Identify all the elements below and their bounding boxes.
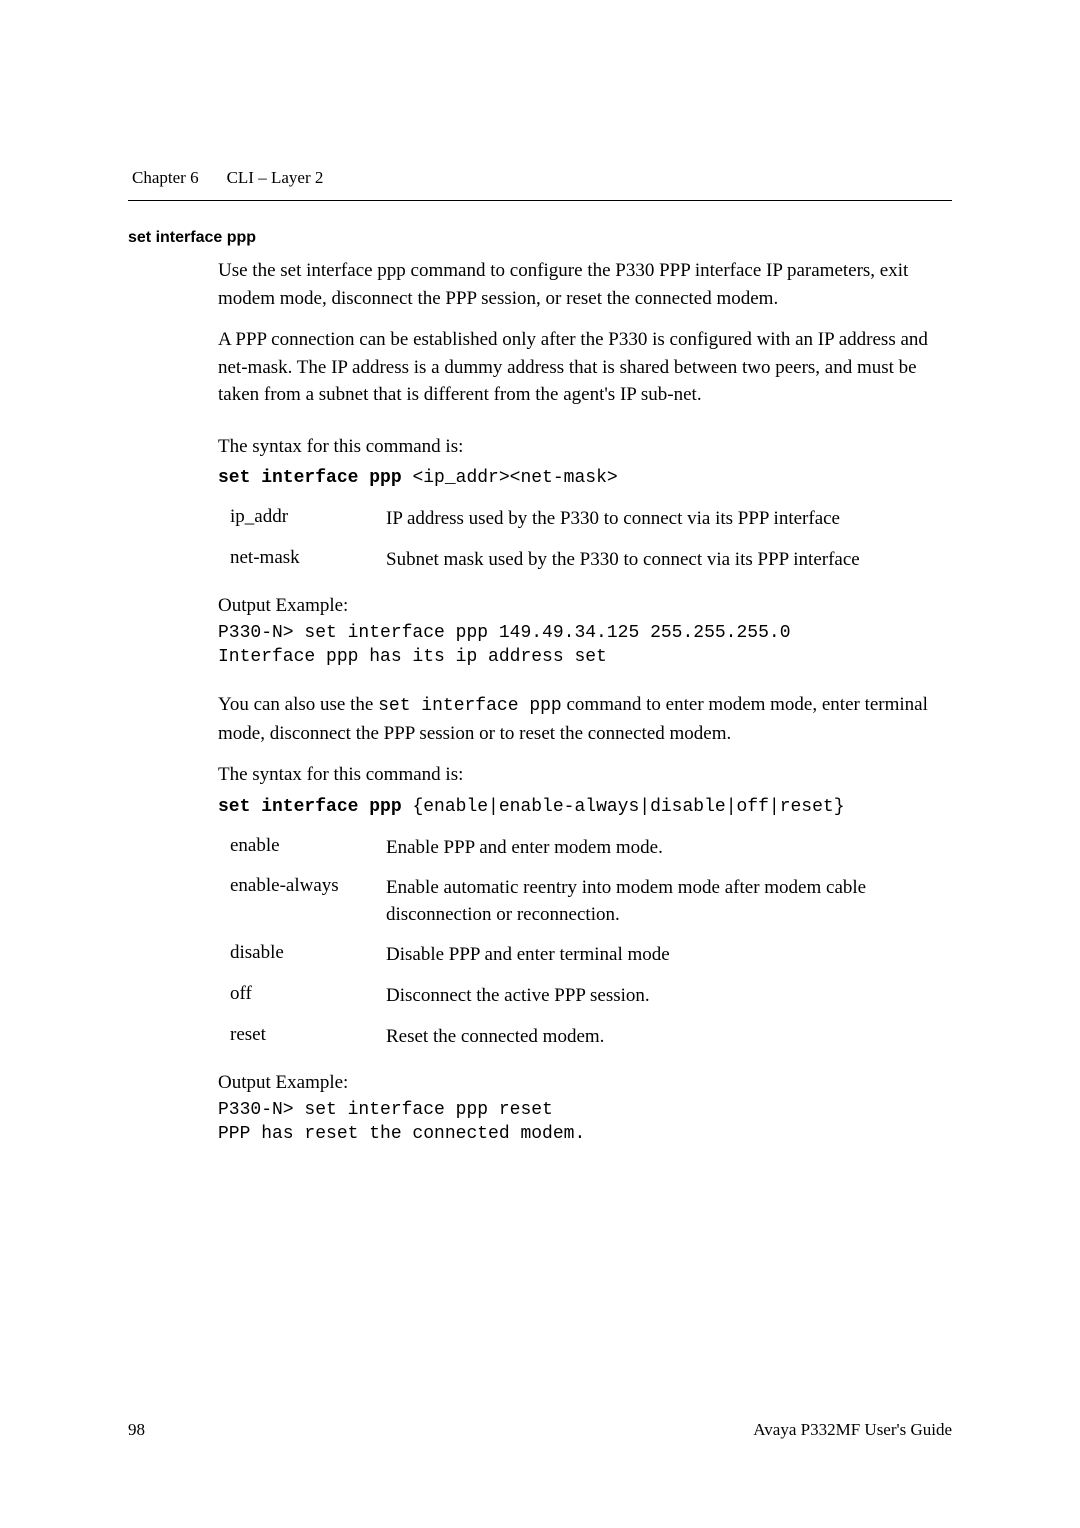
param-row: enable-always Enable automatic reentry i… (230, 875, 952, 928)
param-row: enable Enable PPP and enter modem mode. (230, 835, 952, 862)
chapter-title: CLI – Layer 2 (227, 168, 324, 187)
header-rule (128, 200, 952, 201)
param-name: off (230, 983, 386, 1010)
output-code-line: PPP has reset the connected modem. (218, 1124, 952, 1144)
param-desc: Disconnect the active PPP session. (386, 983, 650, 1010)
param-desc: Enable automatic reentry into modem mode… (386, 875, 952, 928)
param-table-1: ip_addr IP address used by the P330 to c… (230, 506, 952, 573)
chapter-number: Chapter 6 (132, 168, 199, 187)
param-row: net-mask Subnet mask used by the P330 to… (230, 547, 952, 574)
page-number: 98 (128, 1420, 145, 1440)
param-name: net-mask (230, 547, 386, 574)
chapter-header: Chapter 6 CLI – Layer 2 (128, 168, 952, 188)
param-table-2: enable Enable PPP and enter modem mode. … (230, 835, 952, 1051)
param-row: off Disconnect the active PPP session. (230, 983, 952, 1010)
syntax2-bold: set interface ppp (218, 797, 412, 817)
syntax-command: set interface ppp <ip_addr><net-mask> (218, 468, 952, 488)
param-row: disable Disable PPP and enter terminal m… (230, 942, 952, 969)
param-desc: Enable PPP and enter modem mode. (386, 835, 663, 862)
para3-code: set interface ppp (378, 696, 562, 716)
param-name: ip_addr (230, 506, 386, 533)
syntax2-args: {enable|enable-always|disable|off|reset} (412, 797, 844, 817)
para3-pre: You can also use the (218, 694, 378, 715)
syntax-command-2: set interface ppp {enable|enable-always|… (218, 797, 952, 817)
output-code-line: Interface ppp has its ip address set (218, 647, 952, 667)
footer: 98 Avaya P332MF User's Guide (128, 1420, 952, 1440)
param-name: enable-always (230, 875, 386, 928)
param-name: reset (230, 1024, 386, 1051)
param-desc: IP address used by the P330 to connect v… (386, 506, 840, 533)
modem-paragraph: You can also use the set interface ppp c… (218, 691, 952, 747)
param-desc: Reset the connected modem. (386, 1024, 604, 1051)
section-title: set interface ppp (128, 229, 952, 247)
output-code-line: P330-N> set interface ppp reset (218, 1100, 952, 1120)
syntax-args: <ip_addr><net-mask> (412, 468, 617, 488)
syntax-intro-2: The syntax for this command is: (218, 761, 952, 789)
param-name: disable (230, 942, 386, 969)
output-example-label: Output Example: (218, 595, 952, 617)
doc-title: Avaya P332MF User's Guide (753, 1420, 952, 1440)
param-name: enable (230, 835, 386, 862)
intro-paragraph-1: Use the set interface ppp command to con… (218, 257, 952, 312)
param-row: ip_addr IP address used by the P330 to c… (230, 506, 952, 533)
param-desc: Subnet mask used by the P330 to connect … (386, 547, 860, 574)
param-desc: Disable PPP and enter terminal mode (386, 942, 670, 969)
intro-paragraph-2: A PPP connection can be established only… (218, 326, 952, 409)
syntax-intro: The syntax for this command is: (218, 433, 952, 461)
output-code-line: P330-N> set interface ppp 149.49.34.125 … (218, 623, 952, 643)
output-example-label-2: Output Example: (218, 1072, 952, 1094)
param-row: reset Reset the connected modem. (230, 1024, 952, 1051)
syntax-bold: set interface ppp (218, 468, 412, 488)
